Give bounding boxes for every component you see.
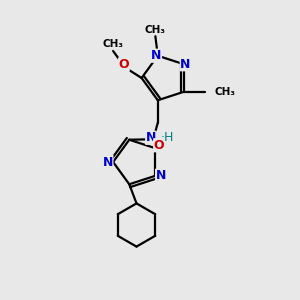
Text: N: N (103, 155, 113, 169)
Text: CH₃: CH₃ (103, 39, 124, 50)
Text: O: O (118, 58, 129, 71)
Text: CH₃: CH₃ (214, 87, 236, 97)
Text: ·H: ·H (161, 131, 174, 144)
Text: N: N (180, 58, 190, 71)
Text: N: N (156, 169, 166, 182)
Text: O: O (154, 139, 164, 152)
Text: CH₃: CH₃ (145, 25, 166, 34)
Text: N: N (151, 49, 161, 62)
Text: N: N (146, 131, 156, 144)
